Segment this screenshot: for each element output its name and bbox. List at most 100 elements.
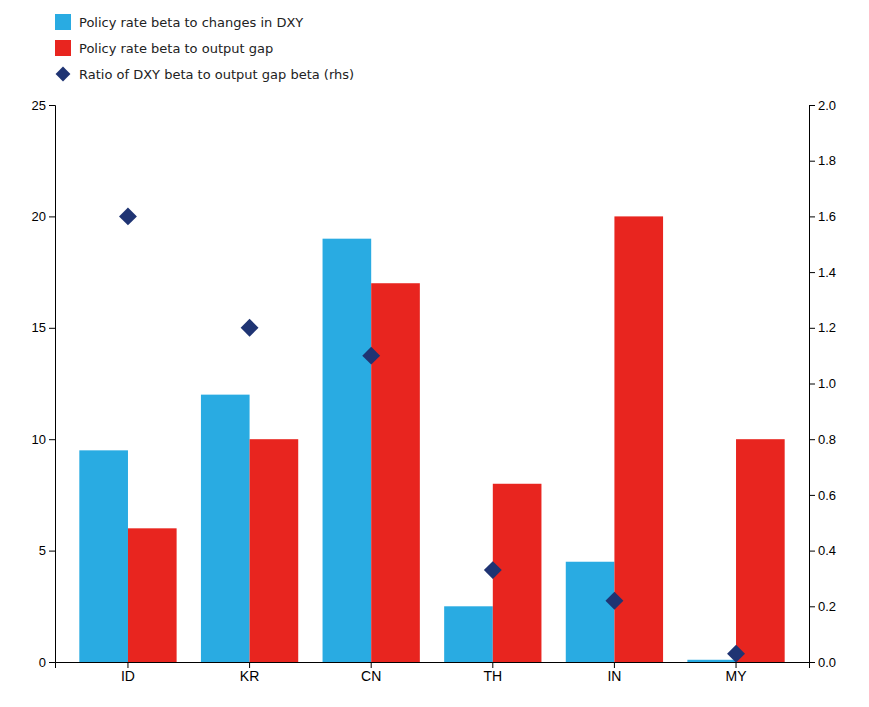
x-tick-label: CN	[361, 668, 381, 684]
bar	[201, 395, 250, 662]
x-tick-label: MY	[726, 668, 748, 684]
bar	[444, 606, 493, 662]
y2-tick-label: 2.0	[818, 98, 836, 113]
x-tick-label: KR	[240, 668, 259, 684]
legend-swatch	[55, 40, 71, 56]
y-tick: 10	[32, 432, 55, 447]
legend-item: Ratio of DXY beta to output gap beta (rh…	[56, 67, 355, 82]
y2-tick-mark	[809, 328, 815, 329]
y-axis: 0 5 10 15 20 25	[32, 98, 56, 670]
plot: ID KR CN TH IN MY 0 5 10 15 20 25 0.0 0.2 0.4 0.6 0.8 1.0…	[32, 98, 837, 684]
y-tick-label: 0	[39, 655, 46, 670]
x-tick: TH	[483, 662, 502, 684]
y2-tick: 2.0	[809, 98, 836, 113]
axis-line	[56, 663, 810, 669]
y2-tick-mark	[809, 495, 815, 496]
y2-tick-mark	[809, 551, 815, 552]
x-axis: ID KR CN TH IN MY	[56, 662, 810, 684]
y2-tick-label: 1.0	[818, 376, 836, 391]
y-tick-mark	[49, 105, 55, 106]
y2-tick-label: 0.0	[818, 655, 836, 670]
y-tick-label: 25	[32, 98, 46, 113]
y2-axis: 0.0 0.2 0.4 0.6 0.8 1.0 1.2 1.4 1.6 1.8 2.0	[809, 98, 836, 670]
y2-tick-label: 0.8	[818, 432, 836, 447]
y2-tick-mark	[809, 161, 815, 162]
bar	[736, 439, 785, 662]
legend-label: Policy rate beta to output gap	[79, 41, 273, 56]
y2-tick-mark	[809, 216, 815, 217]
y2-tick-label: 1.2	[818, 320, 836, 335]
y-tick-mark	[49, 662, 55, 663]
y-tick-label: 10	[32, 432, 46, 447]
y2-tick-label: 0.6	[818, 488, 836, 503]
legend: Policy rate beta to changes in DXY Policy…	[55, 14, 354, 82]
diamond-marker	[119, 207, 137, 225]
marks	[79, 207, 784, 662]
legend-swatch	[56, 67, 71, 82]
y2-tick-label: 1.8	[818, 153, 836, 168]
y-tick: 25	[32, 98, 55, 113]
y-tick: 20	[32, 209, 55, 224]
legend-label: Policy rate beta to changes in DXY	[79, 15, 303, 30]
y2-tick: 0.4	[809, 543, 836, 558]
y2-tick: 1.2	[809, 320, 836, 335]
bar	[566, 562, 615, 662]
y2-tick-mark	[809, 662, 815, 663]
bar	[493, 484, 542, 662]
chart: ID KR CN TH IN MY 0 5 10 15 20 25 0.0 0.2 0.4 0.6 0.8 1.0…	[0, 0, 869, 707]
x-tick-label: TH	[483, 668, 502, 684]
y-tick: 5	[39, 543, 55, 558]
axis-line	[49, 106, 56, 663]
x-tick: ID	[121, 662, 135, 684]
y2-tick-mark	[809, 105, 815, 106]
x-tick-label: IN	[607, 668, 621, 684]
y-tick-mark	[49, 551, 55, 552]
bar	[323, 239, 372, 662]
x-tick-label: ID	[121, 668, 135, 684]
y-tick-label: 15	[32, 320, 46, 335]
y2-tick: 0.8	[809, 432, 836, 447]
y-tick: 15	[32, 320, 55, 335]
diamond-marker	[727, 645, 745, 662]
legend-item: Policy rate beta to changes in DXY	[55, 14, 303, 30]
y2-tick-mark	[809, 384, 815, 385]
y2-tick: 0.6	[809, 488, 836, 503]
bar	[250, 439, 299, 662]
bar	[128, 528, 177, 662]
y2-tick-mark	[809, 439, 815, 440]
diamond-marker	[605, 592, 623, 610]
y2-tick-label: 1.4	[818, 265, 836, 280]
legend-item: Policy rate beta to output gap	[55, 40, 273, 56]
axis-line	[810, 106, 816, 663]
y2-tick-label: 0.4	[818, 543, 836, 558]
y-tick-mark	[49, 216, 55, 217]
y2-tick-mark	[809, 606, 815, 607]
y2-tick: 1.4	[809, 265, 836, 280]
bar-series	[128, 216, 785, 662]
legend-label: Ratio of DXY beta to output gap beta (rh…	[79, 67, 354, 82]
y2-tick: 0.2	[809, 599, 836, 614]
diamond-marker	[484, 561, 502, 579]
y2-tick-label: 1.6	[818, 209, 836, 224]
y2-tick: 1.6	[809, 209, 836, 224]
y2-tick: 0.0	[809, 655, 836, 670]
y-tick-label: 5	[39, 543, 46, 558]
y2-tick-mark	[809, 272, 815, 273]
y-tick: 0	[39, 655, 55, 670]
legend-swatch	[55, 14, 71, 30]
y-tick-mark	[49, 328, 55, 329]
bar	[614, 216, 663, 662]
bar	[687, 660, 736, 662]
y-tick-mark	[49, 439, 55, 440]
bar	[371, 283, 420, 662]
y2-tick: 1.0	[809, 376, 836, 391]
y2-tick-label: 0.2	[818, 599, 836, 614]
bar	[79, 450, 128, 662]
y2-tick: 1.8	[809, 153, 836, 168]
x-tick: CN	[361, 662, 381, 684]
scatter-series	[119, 207, 745, 662]
y-tick-label: 20	[32, 209, 46, 224]
x-tick: KR	[240, 662, 259, 684]
x-tick: IN	[607, 662, 621, 684]
diamond-marker	[241, 319, 259, 337]
